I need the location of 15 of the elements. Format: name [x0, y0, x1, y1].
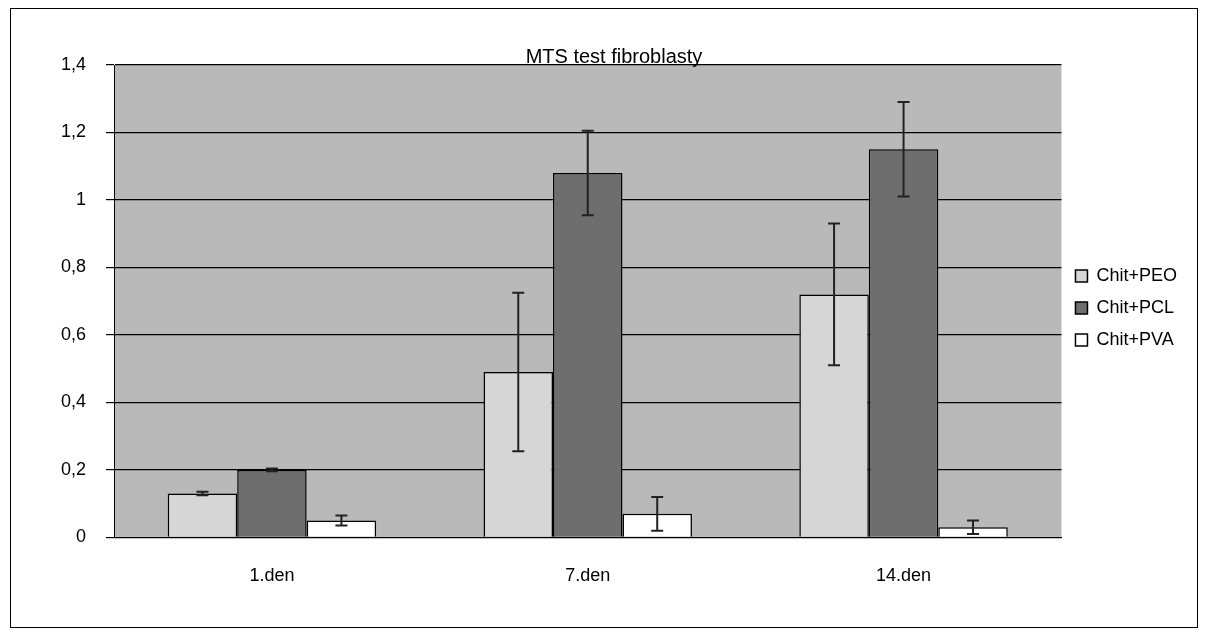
- legend-label: Chit+PEO: [1096, 264, 1178, 285]
- chart-title: MTS test fibroblasty: [525, 44, 703, 67]
- x-tick-label: 7.den: [565, 565, 611, 586]
- legend-label: Chit+PVA: [1096, 328, 1174, 349]
- y-tick-label: 1: [76, 188, 87, 209]
- y-tick-label: 1,4: [60, 53, 87, 74]
- legend-label: Chit+PCL: [1096, 296, 1175, 317]
- x-tick-label: 14.den: [876, 565, 932, 586]
- y-tick-label: 0,8: [60, 256, 87, 277]
- y-tick-label: 0: [76, 526, 87, 547]
- y-tick-label: 0,6: [60, 323, 87, 344]
- y-tick-label: 1,2: [60, 121, 87, 142]
- x-tick-label: 1.den: [249, 565, 295, 586]
- y-tick-label: 0,4: [60, 391, 87, 412]
- y-tick-label: 0,2: [60, 458, 87, 479]
